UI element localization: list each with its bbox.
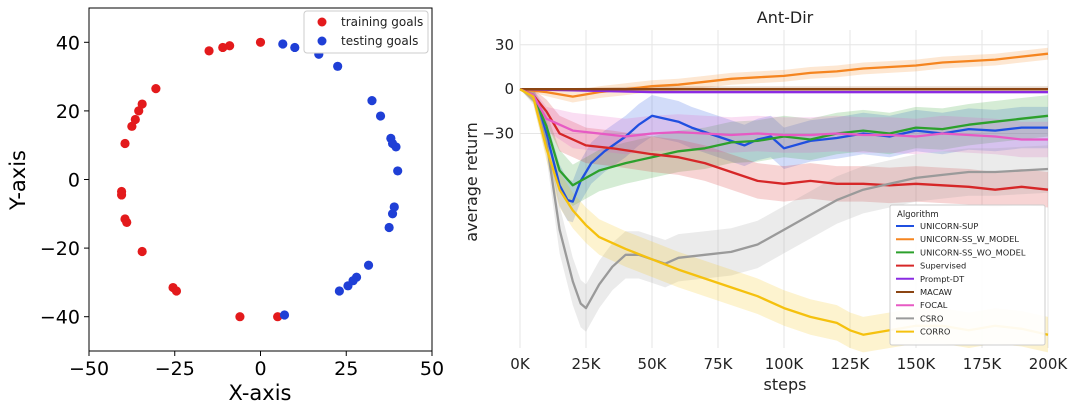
scatter-ticks: −50 −25 0 25 50 −40 −20 0 20 40 [40,32,444,380]
training-goals-point [122,217,132,227]
unicorn-sup-legend-label: UNICORN-SUP [920,221,978,231]
unicorn-sup-band [520,88,1048,223]
supervised-line [519,88,1049,191]
line-y-label: average return [462,122,481,242]
legend-marker-training [317,17,327,27]
scatter-x-tick-label: −25 [155,358,195,380]
scatter-points [116,37,403,322]
line-x-tick-label: 200K [1029,355,1069,373]
legend-label-testing: testing goals [341,34,418,48]
focal-legend-label: FOCAL [920,300,948,310]
training-goals-point [151,84,161,94]
training-goals-point [171,286,182,296]
line-x-tick-label: 75K [704,355,734,373]
testing-goals-point [363,260,374,270]
training-goals-point [134,106,144,116]
testing-goals-point [387,209,398,219]
unicorn-sup-line [519,88,1048,203]
training-goals-point [127,121,137,131]
scatter-x-tick-label: 25 [334,358,358,380]
testing-goals-point [393,166,403,176]
scatter-x-label: X-axis [229,381,292,405]
scatter-plot-area [88,7,433,352]
scatter-y-label: Y-axis [6,150,30,211]
testing-goals-point [384,222,394,233]
line-legend-title: Algorithm [897,210,939,220]
testing-goals-point [334,286,344,296]
line-x-tick-label: 125K [831,355,871,373]
csro-legend-label: CSRO [920,313,944,323]
line-y-tick-label: −30 [482,125,514,143]
line-x-tick-label: 25K [572,355,602,373]
line-x-tick-label: 175K [963,355,1003,373]
training-goals-point [235,312,245,322]
line-x-tick-label: 0K [510,355,531,373]
legend-label-training: training goals [341,15,423,29]
line-x-tick-label: 100K [765,355,805,373]
testing-goals-point [391,142,401,152]
line-y-tick-label: 30 [495,36,514,54]
testing-goals-point [333,61,343,71]
training-goals-point [204,46,214,56]
scatter-y-tick-label: −20 [40,238,80,260]
csro-band [520,88,1048,332]
line-x-tick-label: 150K [897,355,937,373]
scatter-legend: training goals testing goals [303,10,429,54]
testing-goals-point [279,310,290,320]
scatter-y-tick-label: −40 [40,307,80,329]
legend-marker-testing [317,36,327,46]
scatter-x-tick-label: −50 [69,358,109,380]
training-goals-point [137,246,147,257]
scatter-y-tick-label: 40 [56,32,80,54]
training-goals-point [116,190,127,200]
testing-goals-point [343,281,353,291]
prompt-dt-legend-label: Prompt-DT [920,274,965,284]
line-y-tick-label: 0 [504,80,514,98]
focal-band [520,89,1048,158]
line-legend-items: UNICORN-SUP UNICORN-SS_W_MODEL UNICORN-SS_… [896,221,1026,337]
corro-legend-label: CORRO [920,327,951,337]
supervised-legend-label: Supervised [920,261,966,271]
csro-line [519,88,1049,310]
training-goals-point [130,114,140,125]
macaw-legend-label: MACAW [920,287,952,297]
scatter-x-tick-label: 50 [420,358,444,380]
line-series [519,52,1049,336]
line-x-label: steps [764,375,807,394]
unicorn-ss-wo-model-legend-label: UNICORN-SS_WO_MODEL [920,247,1026,257]
focal-line [519,88,1048,141]
training-goals-point [137,99,147,109]
unicorn-ss-w-model-legend-label: UNICORN-SS_W_MODEL [920,234,1019,244]
line-panel: 0K 25K 50K 75K 100K 125K 150K 175K 200K 30 0 −30 An… [462,8,1068,394]
scatter-y-tick-label: 20 [56,101,80,123]
prompt-dt-line [519,88,1048,94]
scatter-x-tick-label: 0 [254,358,266,380]
training-goals-point [255,37,266,47]
scatter-panel: −50 −25 0 25 50 −40 −20 0 20 40 X-axis Y-axis tra… [6,7,444,405]
line-x-tick-label: 50K [638,355,668,373]
line-legend: Algorithm UNICORN-SUPUNICORN-SS_W_MODELU… [889,204,1046,346]
line-ticks: 0K 25K 50K 75K 100K 125K 150K 175K 200K 30 0 −30 [482,36,1068,373]
testing-goals-point [290,42,300,53]
line-legend-frame [889,204,1046,346]
scatter-legend-frame [303,10,429,54]
training-goals-point [120,138,130,149]
testing-goals-point [278,39,288,49]
testing-goals-point [375,111,386,121]
training-goals-point [218,42,228,53]
unicorn-ss-wo-model-line [519,88,1049,187]
scatter-y-tick-label: 0 [68,170,80,192]
testing-goals-point [367,96,377,106]
line-chart-title: Ant-Dir [757,8,814,27]
